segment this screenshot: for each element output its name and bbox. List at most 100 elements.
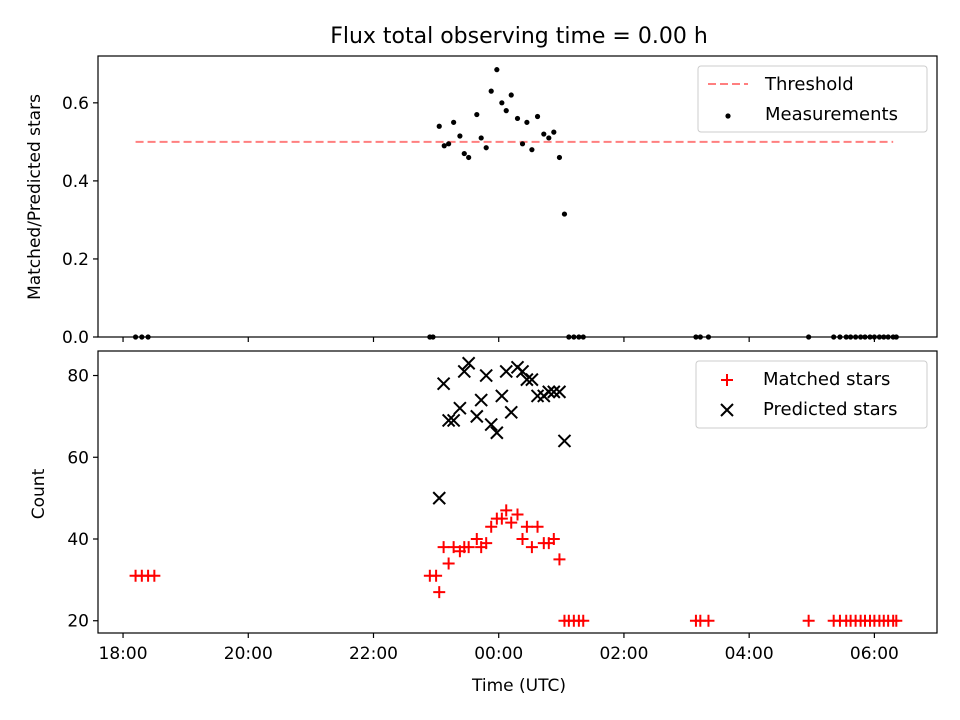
top-axes-frame: [97, 55, 938, 338]
measurement-point: [551, 129, 557, 135]
y-tick-label: 80: [67, 367, 89, 387]
matched-point: [702, 614, 715, 627]
measurement-point: [461, 150, 467, 157]
matched-point: [802, 614, 815, 627]
chart-title: Flux total observing time = 0.00 h: [330, 24, 708, 49]
matched-point: [447, 541, 460, 554]
measurement-point: [524, 119, 530, 125]
measurement-point: [514, 115, 521, 122]
matched-legend-label: Matched stars: [763, 369, 890, 390]
measurement-point: [446, 141, 452, 147]
measurement-point: [478, 135, 484, 141]
matched-point: [500, 504, 513, 517]
measurement-point: [457, 133, 463, 139]
predicted-point: [520, 372, 534, 387]
measurement-point: [441, 143, 447, 149]
measurement-point: [436, 123, 442, 129]
x-tick-label: 02:00: [599, 644, 648, 664]
count-panel: Count Time (UTC) 18:00 20:00 22:00 00:00 02:…: [29, 350, 938, 696]
measurement-point: [466, 154, 472, 161]
matched-point: [525, 541, 538, 554]
matched-point: [470, 533, 483, 545]
x-tick-label: 22:00: [349, 644, 398, 664]
measurement-point: [499, 100, 505, 106]
matched-point: [516, 533, 529, 545]
measurement-point: [451, 119, 457, 125]
predicted-point: [530, 389, 545, 403]
measurement-point: [474, 111, 480, 118]
predicted-point: [461, 356, 476, 370]
measurement-point: [494, 67, 500, 73]
x-axis-label: Time (UTC): [471, 676, 566, 696]
matched-legend-marker: [721, 374, 733, 386]
matched-point: [505, 516, 518, 529]
measurement-point: [519, 141, 526, 147]
y-tick-label: 0.0: [62, 328, 89, 348]
predicted-point: [484, 417, 498, 432]
predicted-point: [436, 376, 451, 391]
ratio-panel: Flux total observing time = 0.00 h Match…: [25, 24, 938, 348]
bottom-legend-box: [695, 360, 928, 429]
bottom-legend: Matched stars Predicted stars: [695, 360, 928, 429]
matched-point: [495, 512, 508, 525]
measurement-point: [503, 108, 509, 114]
matched-point: [553, 553, 566, 566]
top-y-axis-label: Matched/Predicted stars: [25, 94, 45, 300]
matched-point: [462, 541, 475, 554]
predicted-point: [470, 409, 484, 424]
measurement-point: [546, 135, 552, 141]
threshold-legend-label: Threshold: [764, 74, 854, 95]
y-tick-label: 0.2: [62, 250, 89, 270]
matched-point: [485, 520, 498, 533]
predicted-point: [441, 413, 456, 428]
matched-point: [577, 614, 590, 627]
predicted-legend-marker: [720, 403, 734, 417]
measurement-point: [534, 113, 541, 120]
matched-point: [148, 569, 161, 582]
x-tick-label: 20:00: [224, 644, 273, 664]
y-tick-label: 0.4: [62, 172, 89, 192]
top-legend-box: [697, 65, 928, 133]
predicted-point: [547, 385, 561, 399]
predicted-point: [495, 389, 509, 403]
predicted-point: [479, 368, 493, 383]
predicted-point: [552, 385, 567, 399]
bottom-y-axis-label: Count: [29, 468, 49, 519]
measurement-point: [561, 211, 568, 217]
measurement-point: [541, 131, 547, 137]
matched-point: [520, 520, 533, 533]
y-tick-label: 0.6: [62, 94, 89, 114]
x-tick-label: 06:00: [850, 644, 899, 664]
matched-point: [511, 508, 524, 521]
top-legend: Threshold Measurements: [697, 65, 928, 133]
measurement-point: [483, 145, 489, 151]
matched-point: [430, 569, 443, 582]
bottom-axes-frame: [97, 350, 938, 634]
matched-point: [442, 557, 455, 570]
measurements-legend-label: Measurements: [765, 104, 898, 125]
predicted-point: [474, 393, 488, 407]
predicted-point: [542, 385, 556, 399]
measurement-point: [556, 154, 563, 161]
matched-point: [890, 614, 903, 627]
y-tick-label: 40: [67, 530, 89, 550]
measurements-legend-marker: [725, 113, 731, 119]
predicted-point: [499, 364, 513, 379]
predicted-legend-label: Predicted stars: [763, 399, 897, 420]
predicted-point: [525, 372, 539, 387]
measurement-point: [488, 88, 494, 94]
predicted-point: [446, 413, 461, 428]
matched-point: [437, 541, 450, 554]
predicted-point: [453, 401, 467, 415]
measurement-point: [508, 92, 514, 98]
x-tick-label: 18:00: [99, 644, 148, 664]
matched-point: [433, 586, 446, 599]
y-tick-label: 20: [67, 612, 89, 632]
predicted-point: [504, 405, 518, 420]
predicted-point: [557, 434, 572, 448]
matched-point: [547, 533, 560, 545]
x-tick-label: 00:00: [474, 644, 523, 664]
y-tick-label: 60: [67, 448, 89, 468]
predicted-point: [432, 491, 446, 505]
